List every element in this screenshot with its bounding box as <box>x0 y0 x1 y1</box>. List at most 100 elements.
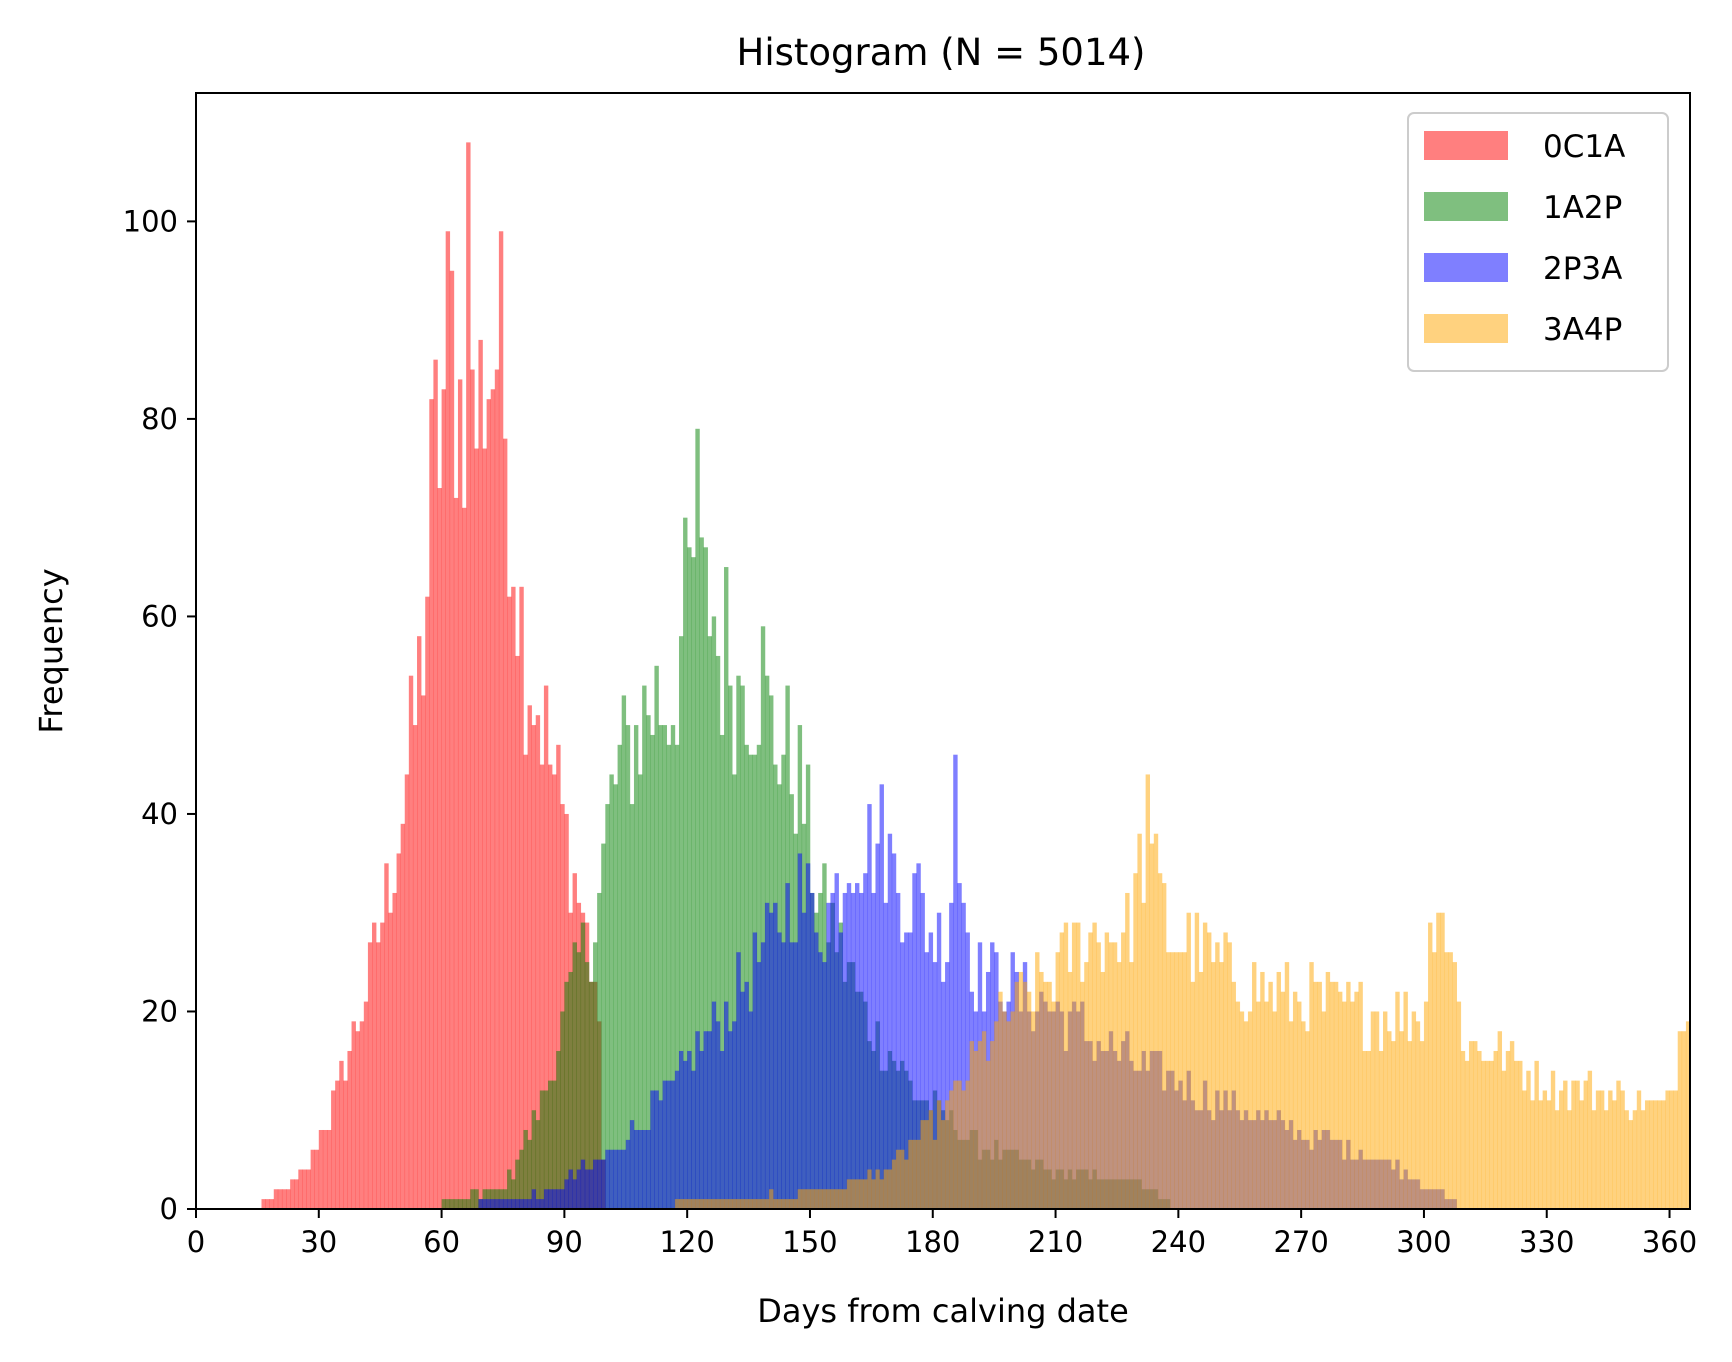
histogram-bar <box>552 1080 557 1209</box>
histogram-bar <box>490 389 496 1209</box>
histogram-bar <box>785 1199 790 1209</box>
histogram-bar <box>1616 1080 1621 1209</box>
histogram-bar <box>642 1129 647 1209</box>
histogram-bar <box>351 1021 356 1209</box>
histogram-bar <box>719 1050 725 1209</box>
histogram-bar <box>711 1199 717 1209</box>
histogram-bar <box>678 1050 684 1209</box>
histogram-bar <box>1636 1090 1642 1209</box>
histogram-bar <box>1288 1021 1294 1209</box>
histogram-bar <box>1387 1031 1392 1209</box>
histogram-bar <box>1489 1060 1494 1209</box>
histogram-bar <box>400 823 406 1209</box>
histogram-bar <box>1104 932 1110 1209</box>
histogram-bar <box>924 1120 929 1209</box>
histogram-bar <box>711 1001 717 1209</box>
histogram-bar <box>781 942 786 1209</box>
histogram-bar <box>1239 1011 1245 1209</box>
histogram-bar <box>1383 1011 1388 1209</box>
histogram-bar <box>527 705 532 1209</box>
histogram-bar <box>1546 1100 1552 1209</box>
histogram-bar <box>748 754 753 1209</box>
histogram-bar <box>1297 1001 1302 1209</box>
histogram-bar <box>1182 952 1187 1209</box>
histogram-bar <box>1563 1080 1568 1209</box>
histogram-bar <box>355 1031 361 1209</box>
histogram-bar <box>646 715 651 1209</box>
histogram-bar <box>732 1021 737 1209</box>
histogram-bar <box>895 892 901 1209</box>
histogram-bar <box>1501 1070 1507 1209</box>
histogram-bar <box>879 1179 884 1209</box>
histogram-bar <box>1170 952 1175 1209</box>
histogram-bar <box>519 586 524 1209</box>
histogram-bar <box>863 1179 868 1209</box>
histogram-bar <box>912 873 917 1209</box>
histogram-bar <box>1333 981 1339 1209</box>
histogram-bar <box>633 725 639 1209</box>
histogram-bar <box>1685 1021 1691 1209</box>
histogram-bar <box>1432 952 1437 1209</box>
histogram-bar <box>625 1139 631 1209</box>
histogram-bar <box>1587 1070 1593 1209</box>
x-tick-label: 180 <box>905 1225 960 1259</box>
histogram-bar <box>1202 922 1208 1209</box>
histogram-bar <box>486 399 491 1209</box>
histogram-bar <box>605 804 610 1209</box>
histogram-bar <box>826 902 831 1209</box>
histogram-bar <box>1301 1021 1306 1209</box>
histogram-bar <box>286 1189 291 1209</box>
histogram-bar <box>670 1080 676 1209</box>
histogram-bar <box>1428 922 1433 1209</box>
histogram-bar <box>883 902 889 1209</box>
histogram-bar <box>908 1139 913 1209</box>
histogram-bar <box>1219 962 1224 1209</box>
x-tick-label: 0 <box>187 1225 205 1259</box>
histogram-bar <box>441 389 446 1209</box>
histogram-bar <box>957 1080 962 1209</box>
histogram-bar <box>1223 932 1228 1209</box>
histogram-bar <box>498 1199 504 1209</box>
histogram-bar <box>846 883 852 1209</box>
histogram-bar <box>867 1169 872 1209</box>
x-tick-label: 360 <box>1642 1225 1697 1259</box>
histogram-bar <box>953 754 958 1209</box>
histogram-bar <box>572 1179 577 1209</box>
histogram-bar <box>744 1199 749 1209</box>
histogram-bar <box>388 912 393 1209</box>
histogram-bar <box>298 1169 303 1209</box>
histogram-bar <box>1407 1041 1412 1209</box>
histogram-bar <box>1268 981 1273 1209</box>
histogram-bar <box>1292 991 1298 1209</box>
histogram-bar <box>793 1199 798 1209</box>
histogram-bar <box>895 1149 901 1209</box>
histogram-bar <box>425 596 430 1209</box>
histogram-bar <box>421 695 426 1209</box>
histogram-bar <box>732 774 737 1209</box>
histogram-bar <box>707 1199 713 1209</box>
histogram-bar <box>867 804 872 1209</box>
histogram-bar <box>445 231 451 1209</box>
y-tick-label: 0 <box>160 1192 178 1226</box>
histogram-bar <box>687 1050 692 1209</box>
histogram-bar <box>588 1169 594 1209</box>
histogram-bar <box>511 586 516 1209</box>
histogram-bar <box>781 1199 786 1209</box>
histogram-bar <box>822 962 827 1209</box>
histogram-bar <box>1497 1031 1503 1209</box>
histogram-bar <box>519 1199 524 1209</box>
histogram-bar <box>932 962 938 1209</box>
histogram-bar <box>707 1031 713 1209</box>
histogram-bar <box>1391 1041 1396 1209</box>
histogram-bar <box>965 932 970 1209</box>
histogram-bar <box>654 665 659 1209</box>
histogram-bar <box>961 902 966 1209</box>
histogram-bar <box>957 883 962 1209</box>
histogram-bar <box>445 1199 451 1209</box>
histogram-bar <box>1067 971 1073 1209</box>
histogram-bar <box>621 695 627 1209</box>
histogram-bar <box>568 971 573 1209</box>
histogram-bar <box>773 902 778 1209</box>
histogram-bar <box>961 1090 966 1209</box>
histogram-bar <box>1440 912 1445 1209</box>
